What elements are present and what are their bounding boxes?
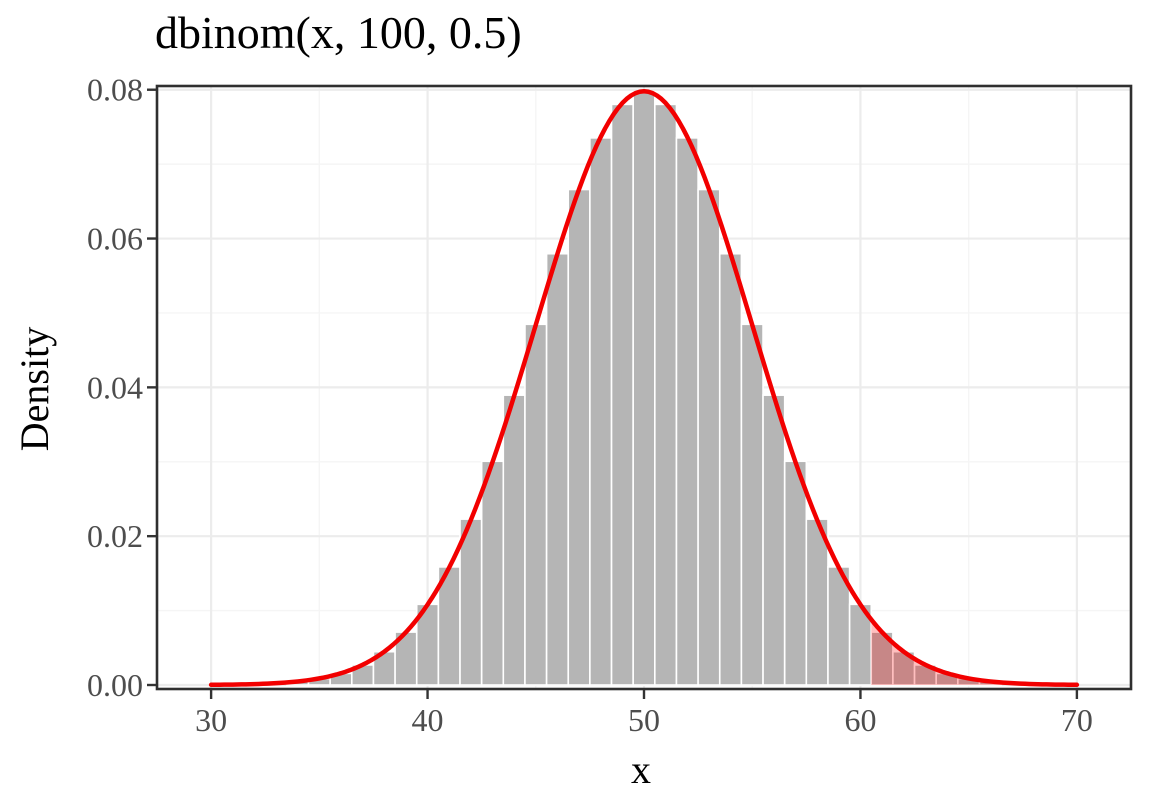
x-tick-label: 40: [412, 702, 444, 738]
histogram-bar: [783, 460, 808, 686]
histogram-bar: [740, 323, 764, 686]
histogram-bar: [718, 252, 743, 686]
x-tick-label: 70: [1061, 702, 1093, 738]
x-tick-label: 60: [844, 702, 876, 738]
x-tick-label: 30: [195, 702, 227, 738]
histogram-bar: [567, 188, 591, 686]
chart-title: dbinom(x, 100, 0.5): [155, 7, 522, 58]
y-tick-label: 0.02: [87, 518, 143, 554]
histogram-bar: [697, 188, 721, 686]
histogram-bar: [610, 103, 634, 686]
y-tick-label: 0.06: [87, 221, 143, 257]
histogram-bar: [654, 103, 678, 686]
histogram-bar: [524, 323, 548, 686]
y-tick-label: 0.04: [87, 369, 143, 405]
x-axis-title: x: [631, 747, 651, 792]
histogram-bar: [459, 518, 483, 686]
x-tick-label: 50: [628, 702, 660, 738]
y-axis-title: Density: [12, 326, 57, 452]
shaded-region: [871, 619, 1077, 685]
density-curve: [208, 89, 1080, 688]
histogram-bar: [675, 137, 699, 686]
panel-border: [155, 84, 1133, 691]
histogram-bar: [502, 394, 526, 686]
histogram-bar: [589, 137, 613, 686]
histogram-bar: [632, 91, 656, 686]
histogram-bar: [545, 252, 570, 686]
y-tick-label: 0.00: [87, 667, 143, 703]
histogram-bar: [805, 518, 829, 686]
y-tick-label: 0.08: [87, 72, 143, 108]
histogram-bar: [480, 460, 505, 686]
histogram-bar: [762, 394, 786, 686]
